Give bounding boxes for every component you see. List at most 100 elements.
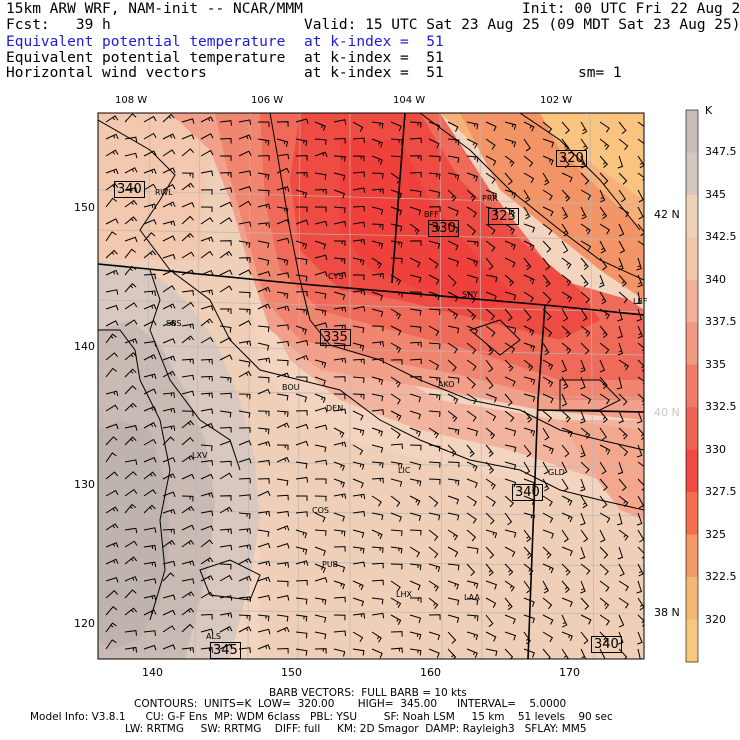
wind-barb <box>333 271 347 278</box>
wind-barb <box>561 512 573 523</box>
wind-barb <box>143 150 157 157</box>
wind-barb <box>561 546 573 556</box>
wind-barb <box>428 189 441 198</box>
wind-barb <box>200 392 213 399</box>
wind-barb <box>409 291 422 298</box>
wind-barb <box>599 240 606 254</box>
wind-barb <box>314 254 328 261</box>
wind-barb <box>352 257 365 266</box>
wind-barb <box>181 505 195 514</box>
field2-name: Equivalent potential temperature <box>6 50 286 66</box>
wind-barb <box>523 529 532 543</box>
wind-barb <box>105 452 117 463</box>
wind-barb <box>428 580 439 592</box>
wind-barb <box>580 529 589 543</box>
wind-barb <box>485 325 496 337</box>
wind-barb <box>542 495 553 507</box>
wind-barb <box>162 456 176 463</box>
wind-barb <box>504 495 515 508</box>
wind-barb <box>257 222 270 228</box>
colorbar-label: 342.5 <box>705 230 737 244</box>
wind-barb <box>523 138 531 152</box>
wind-barb <box>390 121 402 132</box>
wind-barb <box>504 614 516 624</box>
wind-barb <box>428 325 440 336</box>
wind-barb <box>200 647 213 653</box>
wind-barb <box>504 189 517 199</box>
wind-barb <box>238 575 252 582</box>
wind-barb <box>618 427 628 440</box>
wind-barb <box>636 308 643 322</box>
wind-barb <box>181 607 195 616</box>
wind-barb <box>315 478 327 484</box>
wind-barb <box>314 240 327 250</box>
wind-barb <box>257 257 270 266</box>
wind-barb <box>276 219 290 225</box>
city-label: LXV <box>192 451 208 460</box>
wind-barb <box>219 472 233 480</box>
wind-barb <box>276 138 289 147</box>
wind-barb <box>371 427 384 437</box>
wind-barb <box>371 257 382 269</box>
wind-barb <box>466 274 479 284</box>
wind-barb <box>390 427 401 439</box>
wind-barb <box>162 320 176 327</box>
wind-barb <box>333 630 346 637</box>
city-label: LAA <box>464 593 480 602</box>
wind-barb <box>200 375 213 382</box>
wind-barb <box>599 274 605 288</box>
wind-barb <box>523 614 536 624</box>
colorbar-label: 327.5 <box>705 485 737 499</box>
wind-barb <box>447 614 460 623</box>
wind-barb <box>238 240 251 248</box>
wind-barb <box>219 392 232 399</box>
wind-barb <box>124 199 138 208</box>
wind-barb <box>181 455 195 463</box>
wind-barb <box>428 495 439 508</box>
wind-barb <box>637 138 644 151</box>
wind-barb <box>333 408 347 415</box>
wind-barb <box>124 352 137 361</box>
wind-barb <box>295 354 309 361</box>
wind-barb <box>238 359 251 368</box>
wind-barb <box>637 427 644 440</box>
wind-barb <box>371 341 384 347</box>
wind-barb <box>466 359 477 371</box>
lon-label-108w: 108 W <box>115 95 148 106</box>
wind-barb <box>200 525 214 531</box>
wind-barb <box>143 578 157 584</box>
wind-barb <box>219 626 233 633</box>
wind-barb <box>561 359 568 373</box>
wind-barb <box>466 529 477 542</box>
wind-barb <box>238 614 251 621</box>
wind-barb <box>428 648 440 658</box>
wind-barb <box>390 614 402 625</box>
wind-barb <box>523 189 531 203</box>
wind-barb <box>504 563 514 576</box>
wind-barb <box>257 644 271 650</box>
city-label: LIC <box>398 466 411 475</box>
wind-barb <box>466 240 479 248</box>
wind-barb <box>105 168 119 175</box>
wind-barb <box>257 542 271 549</box>
wind-barb <box>238 457 252 464</box>
wind-barb <box>257 172 270 180</box>
wind-barb <box>447 461 460 468</box>
wind-barb <box>390 223 403 232</box>
wind-barb <box>447 376 460 384</box>
wind-barb <box>637 206 644 220</box>
lon-label-102w: 102 W <box>540 95 573 106</box>
wind-barb <box>599 495 608 509</box>
wind-barb <box>580 512 586 526</box>
wind-barb <box>276 562 289 568</box>
wind-barb <box>200 408 214 414</box>
wind-barb <box>333 221 347 227</box>
wind-barb <box>485 223 496 235</box>
wind-barb <box>428 206 441 212</box>
wind-barb <box>333 155 346 162</box>
wind-barb <box>599 291 607 305</box>
wind-barb <box>105 269 119 276</box>
wind-barb <box>447 597 460 606</box>
wind-barb <box>181 118 195 124</box>
wind-barb <box>523 648 535 658</box>
